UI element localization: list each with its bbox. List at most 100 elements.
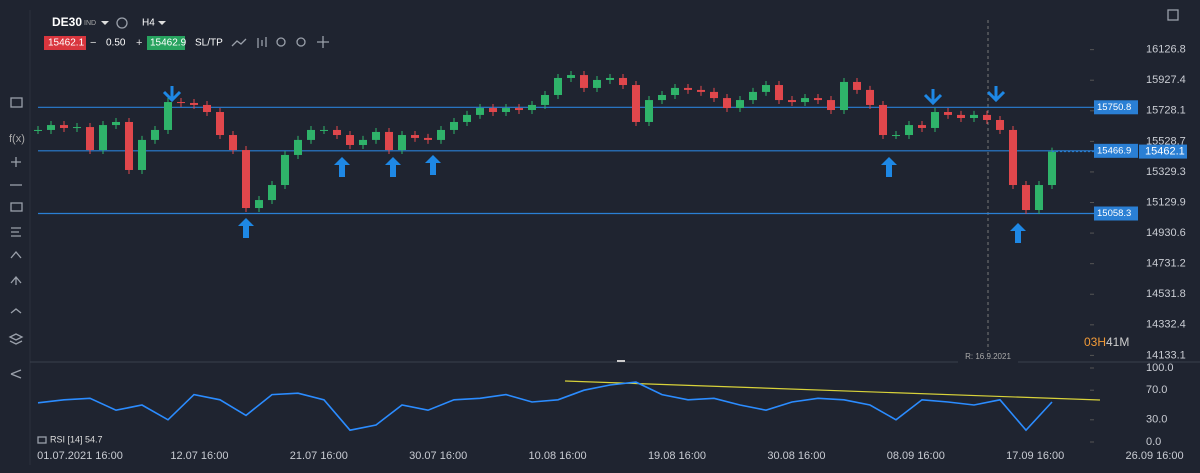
up-arrow: [385, 157, 401, 177]
toolbar-icon[interactable]: [10, 97, 23, 108]
countdown-minutes: 41M: [1106, 335, 1129, 349]
rsi-line: [37, 381, 1053, 432]
last-price-tag: [1139, 144, 1187, 159]
dropdown-icon[interactable]: [158, 21, 166, 25]
rsi-icon: [37, 436, 47, 444]
candle: [164, 102, 172, 130]
zoom-in-icon[interactable]: [296, 37, 306, 47]
symbol[interactable]: DE30: [52, 15, 82, 29]
candle: [879, 104, 887, 136]
maximize-icon[interactable]: [1167, 9, 1179, 21]
candle: [99, 125, 107, 151]
toolbar-icon[interactable]: [8, 333, 24, 345]
candle: [216, 112, 224, 136]
y-tick-label: 14731.2: [1146, 258, 1186, 270]
y-tick-label: 14930.6: [1146, 227, 1186, 239]
toolbar-fx[interactable]: f(x): [9, 133, 25, 145]
candle: [918, 125, 926, 128]
x-tick-label: 30.07 16:00: [409, 450, 467, 462]
x-tick-label: 12.07 16:00: [170, 450, 228, 462]
candle: [177, 102, 185, 104]
candle: [749, 91, 757, 101]
candle: [580, 75, 588, 88]
candle: [47, 125, 55, 130]
toolbar-icon[interactable]: [10, 202, 23, 212]
down-arrow: [986, 86, 1006, 103]
candle: [463, 114, 471, 122]
candle: [606, 77, 614, 80]
candle: [723, 98, 731, 109]
buy-button[interactable]: [147, 36, 185, 50]
toolbar-icon[interactable]: [10, 369, 22, 379]
up-arrow: [238, 218, 254, 238]
candle: [619, 77, 627, 86]
toolbar-icon[interactable]: [11, 157, 21, 167]
candle: [112, 121, 120, 126]
toolbar-icon[interactable]: [10, 308, 22, 314]
candle: [593, 79, 601, 88]
level-label: 15058.3: [1097, 208, 1131, 219]
candle: [853, 81, 861, 90]
level-label: 15466.9: [1097, 145, 1131, 156]
candle: [34, 129, 42, 131]
x-tick-label: 17.09 16:00: [1006, 450, 1064, 462]
up-arrow: [425, 155, 441, 175]
x-tick-label: 30.08 16:00: [767, 450, 825, 462]
candle: [554, 77, 562, 95]
candle: [268, 185, 276, 201]
candle: [411, 135, 419, 138]
candle: [86, 127, 94, 151]
candle: [814, 98, 822, 101]
candle: [138, 139, 146, 170]
dropdown-icon[interactable]: [101, 21, 109, 25]
level-tag: [1094, 143, 1138, 158]
down-arrow: [923, 89, 943, 106]
volume[interactable]: 0.50: [106, 38, 126, 49]
candle: [229, 135, 237, 151]
y-tick-label: 100.0: [1146, 362, 1174, 374]
candle: [541, 94, 549, 105]
candle: [281, 154, 289, 186]
candle: [1035, 185, 1043, 211]
move-icon[interactable]: [317, 36, 329, 48]
candle: [242, 150, 250, 209]
candle: [73, 127, 81, 129]
line-tool-icon[interactable]: [231, 38, 247, 47]
candle-tool-icon[interactable]: [257, 37, 267, 48]
y-tick-label: 15528.7: [1146, 135, 1186, 147]
candle: [671, 87, 679, 95]
buy-price: 15462.9: [150, 38, 187, 49]
toolbar-icon[interactable]: [10, 275, 22, 285]
zoom-out-icon[interactable]: [276, 37, 286, 47]
toolbar-icon[interactable]: [10, 250, 22, 259]
panel-handle[interactable]: [617, 360, 625, 362]
up-arrow: [1010, 223, 1026, 243]
info-icon[interactable]: [116, 17, 128, 29]
toolbar-icon[interactable]: [11, 227, 21, 237]
sell-button[interactable]: [44, 36, 86, 50]
candle: [502, 108, 510, 113]
timeframe[interactable]: H4: [142, 18, 155, 29]
up-arrow: [334, 157, 350, 177]
candle: [437, 129, 445, 140]
candle: [476, 108, 484, 115]
last-price-label: 15462.1: [1145, 145, 1185, 157]
candle: [125, 121, 133, 170]
candle: [892, 135, 900, 137]
candle: [1048, 151, 1056, 186]
candle: [190, 102, 198, 105]
candle: [905, 125, 913, 136]
candle: [684, 87, 692, 90]
level-tag: [1094, 206, 1138, 221]
volume-minus[interactable]: −: [90, 37, 96, 49]
volume-plus[interactable]: +: [136, 37, 142, 49]
candle: [60, 125, 68, 128]
candle: [528, 104, 536, 111]
x-tick-label: 19.08 16:00: [648, 450, 706, 462]
sltp-button[interactable]: SL/TP: [195, 38, 223, 49]
sell-price: 15462.1: [48, 38, 85, 49]
candle: [775, 85, 783, 101]
candle: [255, 200, 263, 209]
